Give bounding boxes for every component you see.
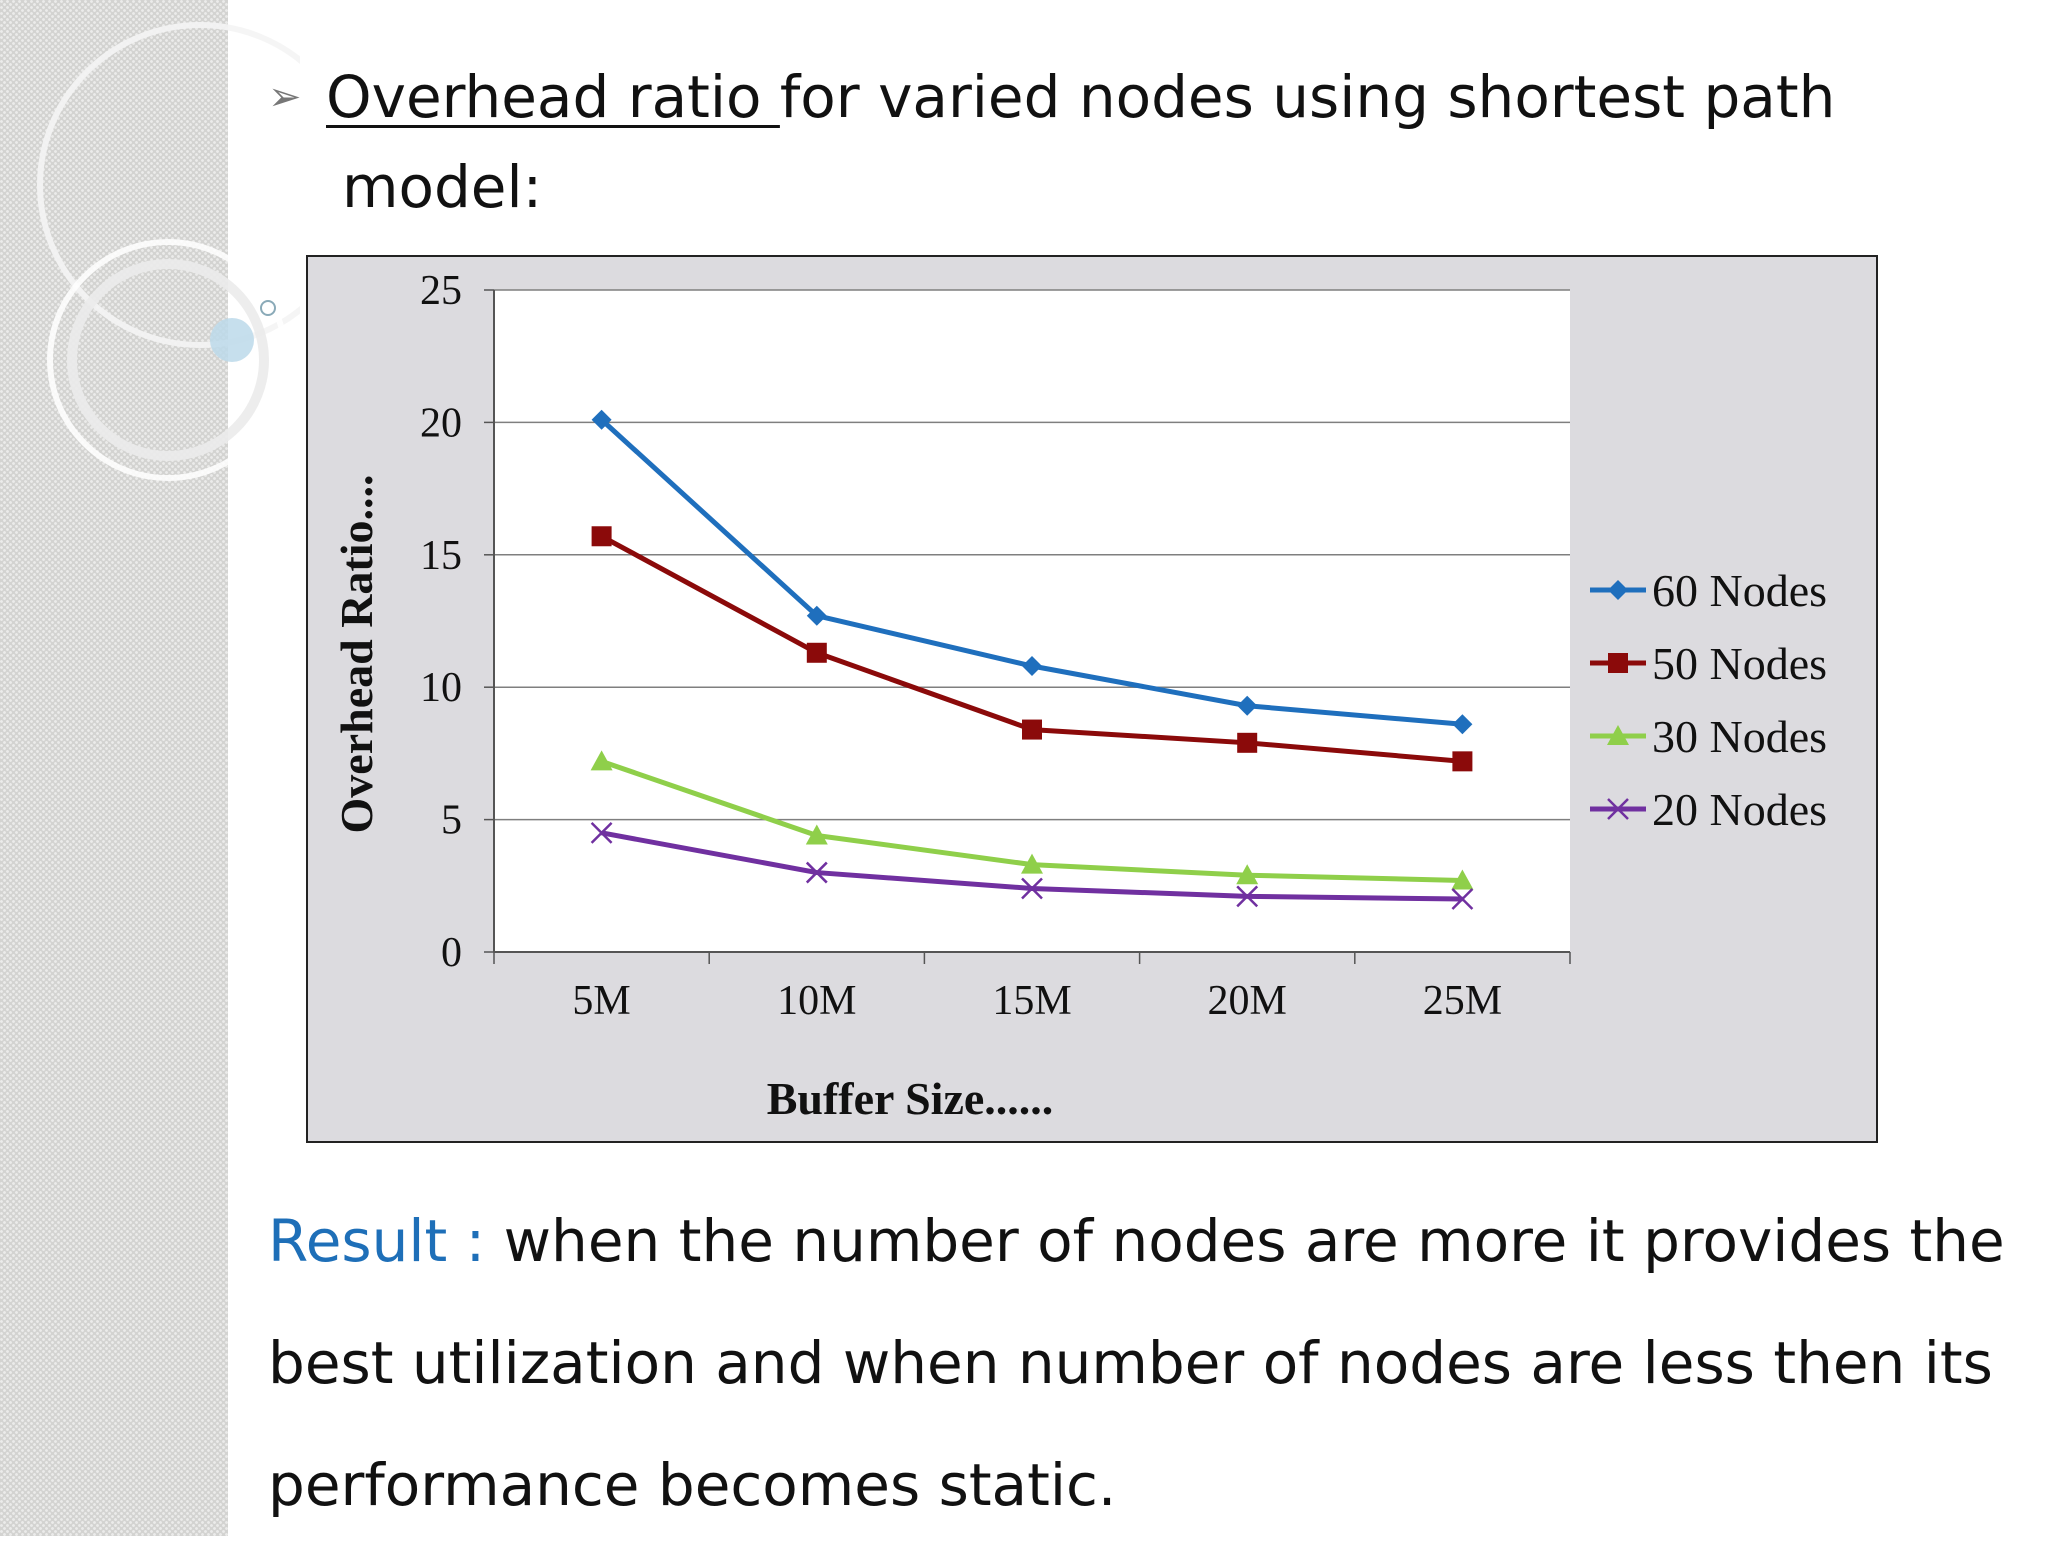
x-tick-label: 25M <box>1423 978 1502 1024</box>
heading-line-1: Overhead ratio for varied nodes using sh… <box>326 52 1835 142</box>
data-point <box>1022 719 1042 740</box>
plot-area <box>494 290 1570 952</box>
y-tick-label: 25 <box>420 268 462 314</box>
data-point <box>806 642 827 663</box>
y-tick-label: 5 <box>441 798 462 844</box>
data-point <box>591 526 612 547</box>
result-text-1: when the number of nodes are more it pro… <box>503 1207 2005 1275</box>
data-point <box>1236 885 1259 908</box>
y-tick-label: 10 <box>420 665 462 711</box>
data-point <box>1237 732 1258 753</box>
x-tick-label: 5M <box>572 978 630 1024</box>
bullet-arrow-icon: ➢ <box>268 74 302 120</box>
data-point <box>590 750 613 771</box>
data-point <box>1021 877 1043 900</box>
result-paragraph: Result : when the number of nodes are mo… <box>268 1180 2005 1546</box>
legend-label: 60 Nodes <box>1652 565 1827 616</box>
y-axis-label: Overhead Ratio.... <box>331 474 382 833</box>
data-point <box>590 821 613 844</box>
data-point <box>805 824 828 845</box>
x-tick-label: 10M <box>777 978 856 1024</box>
data-point <box>1021 853 1043 874</box>
legend-marker <box>1607 725 1629 745</box>
data-point <box>1451 888 1474 910</box>
heading-rest-text: for varied nodes using shortest path <box>779 63 1836 131</box>
y-tick-label: 15 <box>420 533 462 579</box>
legend-label: 50 Nodes <box>1652 638 1827 689</box>
y-tick-label: 0 <box>441 930 462 976</box>
data-point <box>805 861 828 884</box>
legend-marker <box>1607 798 1629 820</box>
data-point <box>1451 869 1474 890</box>
data-point <box>1236 864 1259 885</box>
result-label: Result : <box>268 1207 504 1275</box>
y-tick-label: 20 <box>420 400 462 446</box>
legend-label: 30 Nodes <box>1652 711 1827 762</box>
x-tick-label: 15M <box>992 978 1071 1024</box>
result-line-3: performance becomes static. <box>268 1451 1117 1519</box>
decorative-circles <box>37 22 300 481</box>
data-point <box>1237 695 1258 716</box>
heading-line-2: model: <box>342 153 543 221</box>
data-point <box>1452 714 1473 735</box>
legend-marker <box>1608 580 1628 600</box>
legend-label: 20 Nodes <box>1652 784 1827 835</box>
x-tick-label: 20M <box>1208 978 1287 1024</box>
data-point <box>806 605 827 626</box>
legend-marker <box>1608 653 1628 673</box>
heading-underlined-text: Overhead ratio <box>326 63 780 131</box>
result-line-2: best utilization and when number of node… <box>268 1329 1993 1397</box>
x-axis-label: Buffer Size...... <box>767 1073 1054 1124</box>
result-line-1: Result : when the number of nodes are mo… <box>268 1180 2005 1302</box>
data-point <box>591 409 612 430</box>
data-point <box>1452 751 1473 772</box>
data-point <box>1022 656 1042 677</box>
